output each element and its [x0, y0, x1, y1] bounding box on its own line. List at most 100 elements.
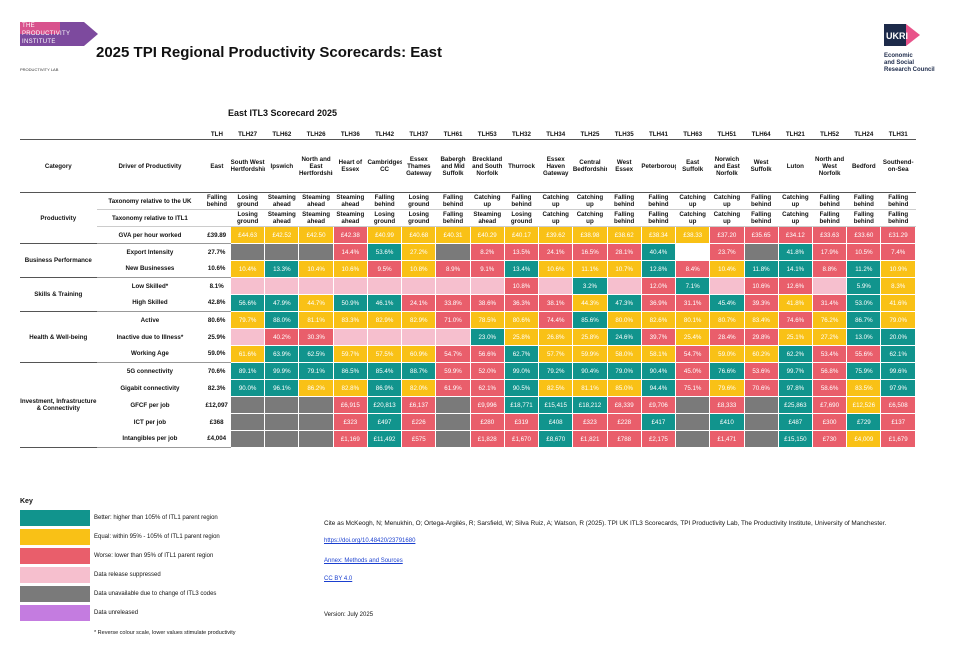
tlh-value: £368 [209, 418, 224, 426]
score-cell: £4,009 [846, 430, 882, 448]
metric-row: Working Age 59.0% 61.6% 63.9% 62.5% 59.7% 57.5… [20, 345, 916, 363]
score-cell: 25.8% [572, 328, 608, 346]
score-cell: 53.4% [811, 345, 848, 363]
score-cell: 76.2% [811, 311, 848, 329]
score-cell [298, 413, 334, 431]
score-cell: £40.29 [469, 226, 505, 244]
score-cell: £323 [572, 413, 608, 431]
annex-link[interactable]: Annex: Methods and Sources [324, 558, 403, 564]
score-cell: 90.4% [640, 362, 677, 380]
score-cell: 83.5% [846, 379, 882, 397]
area-name: Southend-on-Sea [880, 139, 916, 193]
score-cell: 61.9% [435, 379, 471, 397]
license-link[interactable]: CC BY 4.0 [324, 576, 353, 582]
score-cell: 25.8% [503, 328, 540, 346]
score-cell: 46.1% [366, 294, 403, 312]
score-cell [435, 277, 471, 295]
score-cell: £37.20 [709, 226, 745, 244]
score-cell [743, 243, 779, 261]
score-cell [401, 328, 437, 346]
score-cell: 82.6% [640, 311, 677, 329]
score-cell: 62.5% [298, 345, 334, 363]
score-cell: 40.2% [264, 328, 300, 346]
taxonomy-value: Falling behind [812, 192, 847, 210]
score-cell: 47.9% [264, 294, 300, 312]
area-code: TLH63 [675, 130, 710, 140]
score-cell [229, 243, 266, 261]
score-cell: £417 [640, 413, 677, 431]
score-cell: 79.2% [538, 362, 574, 380]
area-code: TLH36 [333, 130, 368, 140]
score-cell: 90.5% [503, 379, 540, 397]
score-cell: £15,415 [538, 396, 574, 414]
score-cell [743, 413, 779, 431]
area-code: TLH51 [709, 130, 745, 140]
score-cell: 57.5% [366, 345, 403, 363]
score-cell: £497 [366, 413, 403, 431]
score-cell: £38.62 [606, 226, 642, 244]
score-cell: 82.0% [401, 379, 437, 397]
tlh-value: 70.6% [207, 367, 226, 375]
score-cell: £1,169 [332, 430, 368, 448]
ukri-org-line: Economic [884, 53, 913, 59]
taxonomy-value: Falling behind [846, 209, 881, 227]
score-cell: 8.2% [469, 243, 505, 261]
ukri-org-line: Research Council [884, 67, 935, 73]
score-cell: 80.7% [709, 311, 745, 329]
score-cell: 53.6% [743, 362, 779, 380]
key-label: Worse: lower than 95% of ITL1 parent reg… [94, 553, 214, 559]
score-cell: 17.9% [811, 243, 848, 261]
score-cell: 28.1% [606, 243, 642, 261]
score-cell: £788 [606, 430, 642, 448]
metric-row: GFCF per job £12,097 £6,915 £20,813 £6,137 £9… [20, 396, 916, 414]
score-cell: £38.34 [640, 226, 677, 244]
score-cell: 79.7% [229, 311, 266, 329]
score-cell: 80.0% [606, 311, 642, 329]
score-cell [435, 413, 471, 431]
taxonomy-value: Losing ground [230, 209, 265, 227]
area-name: Babergh and Mid Suffolk [435, 139, 471, 193]
score-cell: 78.5% [469, 311, 505, 329]
blank-cell [203, 209, 231, 227]
score-cell: £18,212 [572, 396, 608, 414]
score-cell: £20,813 [366, 396, 403, 414]
key-swatch [20, 605, 90, 621]
score-cell: 29.8% [743, 328, 779, 346]
score-cell: 12.6% [777, 277, 813, 295]
area-name: Peterborough [641, 139, 676, 193]
score-cell: 8.9% [435, 260, 471, 278]
driver-label: 5G connectivity [126, 367, 173, 375]
key-label: Data release suppressed [94, 572, 161, 578]
score-cell: 41.8% [777, 243, 813, 261]
doi-link[interactable]: https://doi.org/10.48420/23791680 [324, 538, 416, 544]
score-cell: 76.6% [709, 362, 745, 380]
taxonomy-value: Falling behind [846, 192, 881, 210]
score-cell: £11,492 [366, 430, 403, 448]
score-cell [229, 328, 266, 346]
score-cell: 50.9% [332, 294, 368, 312]
area-code-row: TLH TLH27 TLH62 TLH26 TLH36 TLH42 TLH37 TLH61 TL… [20, 130, 916, 140]
taxonomy-value: Falling behind [504, 192, 539, 210]
score-cell [298, 277, 334, 295]
driver-label: ICT per job [133, 418, 167, 426]
score-cell [435, 243, 471, 261]
score-cell: 38.6% [469, 294, 505, 312]
score-cell: £137 [880, 413, 916, 431]
score-cell: 23.7% [709, 243, 745, 261]
score-cell: £319 [503, 413, 540, 431]
taxonomy-value: Falling behind [744, 192, 779, 210]
driver-label: Taxonomy relative to ITL1 [96, 209, 204, 227]
score-cell: 85.4% [366, 362, 403, 380]
score-cell: 80.6% [503, 311, 540, 329]
score-cell: 57.7% [538, 345, 574, 363]
score-cell: 60.9% [401, 345, 437, 363]
score-cell: 53.6% [366, 243, 403, 261]
score-cell: £34.12 [777, 226, 813, 244]
score-cell: 47.3% [606, 294, 642, 312]
taxonomy-value: Steaming ahead [264, 192, 299, 210]
score-cell: 9.5% [366, 260, 403, 278]
logo-text-line: PRODUCTIVITY [22, 31, 71, 37]
area-name: West Essex [607, 139, 642, 193]
area-code: TLH35 [607, 130, 642, 140]
score-cell: £9,706 [640, 396, 677, 414]
